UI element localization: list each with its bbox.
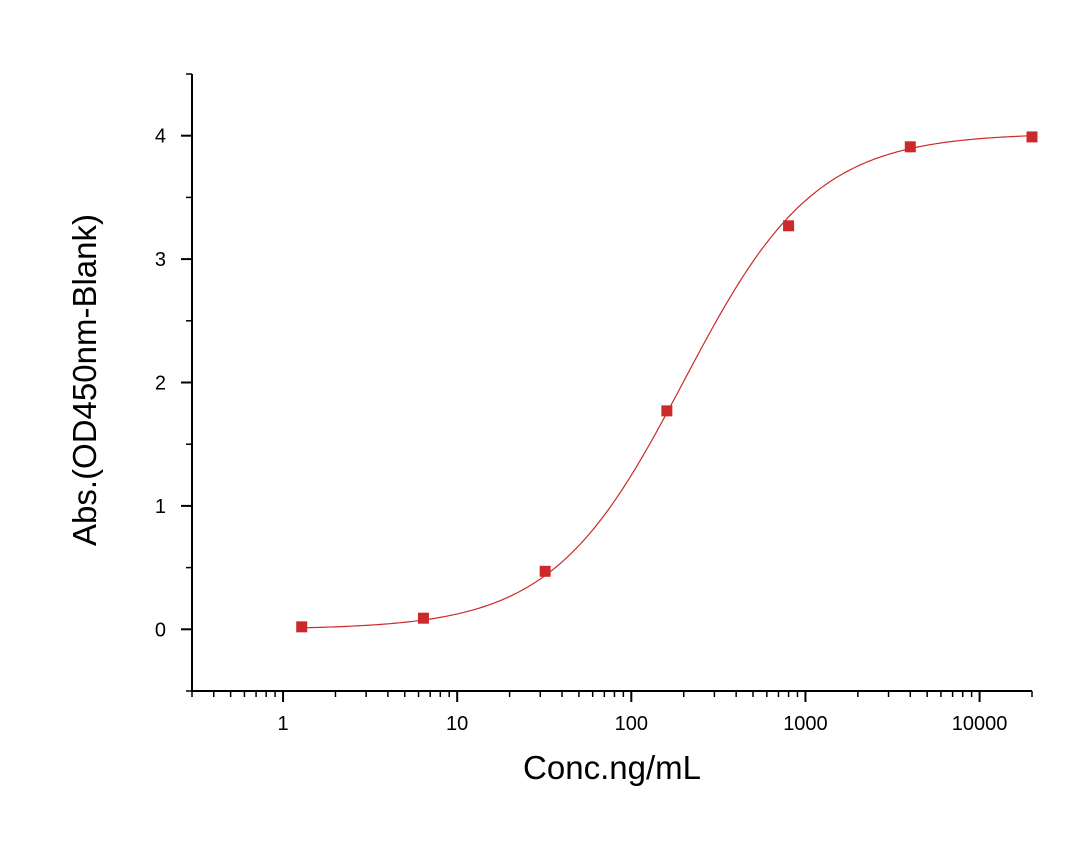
data-point bbox=[539, 565, 551, 577]
data-point bbox=[904, 141, 916, 153]
x-tick-label: 1 bbox=[277, 713, 288, 735]
x-tick-label: 100 bbox=[615, 713, 648, 735]
y-tick-label: 4 bbox=[155, 126, 166, 148]
y-tick-label: 2 bbox=[155, 373, 166, 395]
x-tick-label: 10 bbox=[446, 713, 468, 735]
data-point bbox=[783, 220, 795, 232]
data-points bbox=[296, 131, 1038, 633]
data-point bbox=[417, 612, 429, 624]
x-tick-label: 1000 bbox=[783, 713, 828, 735]
y-tick-label: 3 bbox=[155, 249, 166, 271]
x-tick-labels: 1 10 100 1000 10000 bbox=[277, 713, 1007, 735]
y-tick-labels: 0 1 2 3 4 bbox=[155, 126, 166, 642]
data-point bbox=[296, 621, 308, 633]
data-point bbox=[661, 405, 673, 417]
y-tick-label: 0 bbox=[155, 619, 166, 641]
y-tick-label: 1 bbox=[155, 496, 166, 518]
x-tick-label: 10000 bbox=[952, 713, 1008, 735]
fit-curve bbox=[301, 135, 1033, 629]
y-axis-title: Abs.(OD450nm-Blank) bbox=[66, 214, 103, 546]
axes bbox=[191, 74, 1032, 692]
x-axis-title: Conc.ng/mL bbox=[523, 749, 701, 786]
x-ticks bbox=[191, 691, 1033, 702]
data-point bbox=[1026, 131, 1038, 143]
y-ticks bbox=[181, 73, 192, 692]
